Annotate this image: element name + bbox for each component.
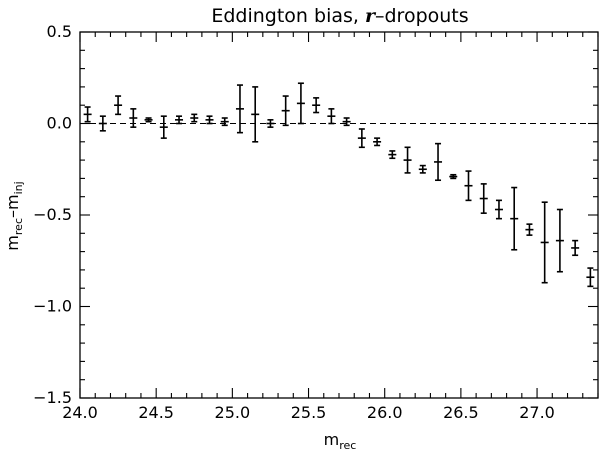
- x-tick-label: 24.5: [138, 403, 174, 422]
- data-point: [98, 115, 107, 132]
- data-point: [190, 113, 199, 123]
- data-point: [586, 267, 595, 288]
- data-point: [159, 115, 168, 139]
- y-tick-label: 0.5: [47, 22, 72, 41]
- x-axis-ticks: 24.0 24.5 25.0 25.5 26.0 26.5 27.0: [62, 32, 599, 422]
- x-tick-label: 25.5: [291, 403, 327, 422]
- x-axis-label: mrec: [324, 430, 357, 452]
- data-point: [510, 186, 519, 251]
- data-point: [418, 164, 427, 174]
- data-point: [129, 108, 138, 128]
- data-point: [449, 173, 458, 180]
- y-tick-label: 0.0: [47, 114, 72, 133]
- x-tick-label: 27.0: [519, 403, 555, 422]
- data-point: [327, 108, 336, 125]
- plot-frame: [79, 31, 599, 399]
- data-point: [464, 170, 473, 202]
- data-point: [525, 223, 534, 236]
- x-tick-label: 25.0: [215, 403, 251, 422]
- data-point: [357, 128, 366, 149]
- data-point: [555, 208, 564, 273]
- data-point: [388, 150, 397, 160]
- x-tick-label: 26.5: [443, 403, 479, 422]
- data-point: [144, 117, 153, 123]
- data-point: [251, 86, 260, 143]
- data-point: [266, 119, 275, 128]
- data-point: [342, 117, 351, 127]
- data-point: [296, 82, 305, 125]
- data-point: [175, 115, 184, 125]
- y-axis-ticks: −1.5 −1.0 −0.5 0.0 0.5: [33, 22, 598, 407]
- data-point: [114, 95, 123, 116]
- y-tick-label: −0.5: [33, 205, 72, 224]
- data-point: [479, 183, 488, 214]
- data-point: [235, 84, 244, 134]
- data-point: [494, 199, 503, 220]
- data-points: [83, 82, 595, 288]
- y-tick-label: −1.5: [33, 388, 72, 407]
- data-point: [434, 142, 443, 182]
- data-point: [403, 146, 412, 174]
- data-point: [205, 115, 214, 125]
- chart-title: Eddington bias, r–dropouts: [211, 5, 468, 27]
- x-tick-label: 24.0: [62, 403, 98, 422]
- y-axis-label: mrec–minj: [3, 181, 25, 250]
- data-point: [373, 137, 382, 147]
- data-point: [220, 117, 229, 127]
- data-point: [83, 106, 92, 123]
- data-point: [281, 95, 290, 127]
- y-tick-label: −1.0: [33, 297, 72, 316]
- x-tick-label: 26.0: [367, 403, 403, 422]
- data-point: [571, 239, 580, 257]
- data-point: [540, 201, 549, 284]
- data-point: [312, 97, 321, 114]
